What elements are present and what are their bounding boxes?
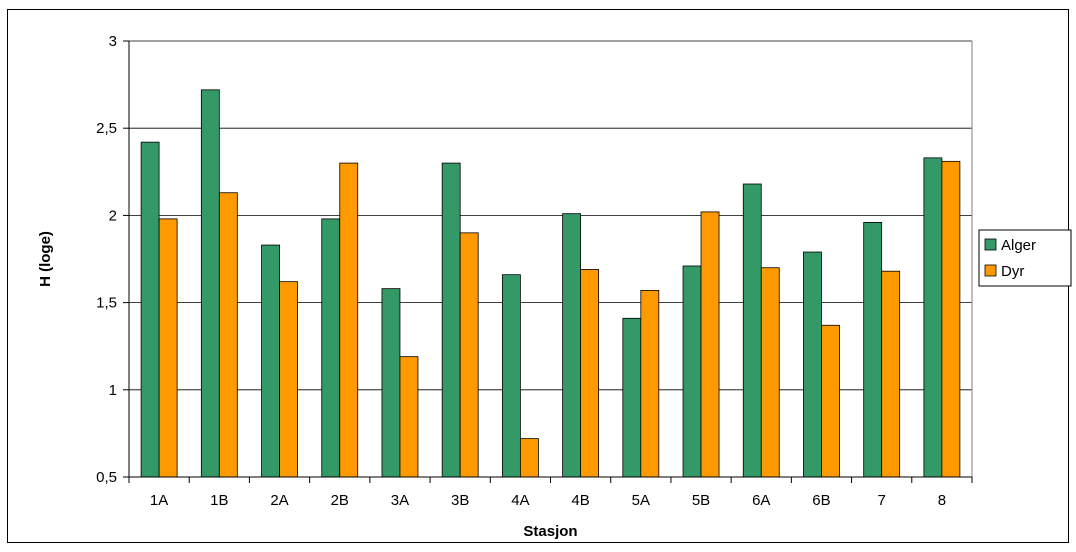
x-tick-label: 4B (571, 492, 589, 509)
x-tick-label: 2B (331, 492, 349, 509)
axes (123, 40, 973, 483)
bar-dyr-6b (821, 324, 840, 478)
x-tick-label: 3B (451, 492, 469, 509)
y-tick-label: 0,5 (96, 469, 117, 486)
bar-alger-6a (742, 183, 762, 478)
bar-dyr-7 (881, 270, 901, 478)
y-axis-title: H (loge) (37, 231, 54, 287)
x-tick-label: 1B (210, 492, 228, 509)
x-tick-label: 8 (938, 492, 946, 509)
x-tick-label: 4A (511, 492, 529, 509)
bar-alger-1b (200, 89, 220, 478)
y-tick-label: 2,5 (96, 120, 117, 137)
bar-dyr-3a (399, 356, 419, 478)
y-tick-label: 2 (109, 207, 117, 224)
bar-dyr-3b (459, 232, 479, 478)
bar-dyr-8 (941, 160, 961, 478)
x-tick-label: 3A (391, 492, 409, 509)
x-tick-label: 1A (150, 492, 168, 509)
bar-dyr-2a (279, 281, 298, 478)
bar-alger-2b (321, 218, 341, 478)
x-tick-label: 6B (812, 492, 830, 509)
y-tick-labels: 0,5 1 1,5 2 2,5 3 (96, 33, 117, 486)
bar-dyr-1a (158, 218, 178, 478)
bar-alger-4b (562, 213, 582, 478)
bar-alger-7 (863, 221, 883, 478)
bar-alger-5b (682, 265, 702, 478)
legend-swatch (984, 264, 997, 277)
bar-alger-3a (381, 288, 401, 478)
bar-alger-6b (803, 251, 822, 478)
bar-alger-3b (441, 162, 461, 478)
x-tick-label: 5B (692, 492, 710, 509)
x-tick-label: 2A (270, 492, 288, 509)
bar-alger-8 (923, 157, 943, 478)
bar-dyr-6a (760, 267, 780, 478)
gridlines (129, 40, 972, 391)
legend-label: Dyr (1001, 263, 1024, 280)
x-tick-label: 6A (752, 492, 770, 509)
y-tick-label: 3 (109, 33, 117, 50)
y-tick-label: 1 (109, 382, 117, 399)
x-tick-labels: 1A 1B 2A 2B 3A 3B 4A 4B 5A 5B 6A 6B 7 8 (150, 492, 946, 509)
bar-dyr-2b (339, 162, 359, 478)
bar-alger-5a (622, 317, 642, 478)
bar-dyr-4b (580, 269, 600, 478)
bar-alger-4a (501, 274, 521, 478)
y-tick-label: 1,5 (96, 295, 117, 312)
x-tick-label: 5A (632, 492, 650, 509)
legend-swatch (984, 238, 997, 251)
legend-label: Alger (1001, 237, 1036, 254)
bar-dyr-5b (700, 211, 720, 478)
bar-dyr-5a (640, 289, 660, 478)
x-axis-title: Stasjon (523, 523, 577, 540)
bar-dyr-4a (519, 438, 539, 478)
bar-dyr-1b (218, 192, 238, 478)
x-tick-label: 7 (878, 492, 886, 509)
legend: Alger Dyr (978, 229, 1072, 287)
bar-alger-2a (261, 244, 280, 478)
bar-alger-1a (140, 141, 160, 478)
bars (140, 89, 961, 478)
